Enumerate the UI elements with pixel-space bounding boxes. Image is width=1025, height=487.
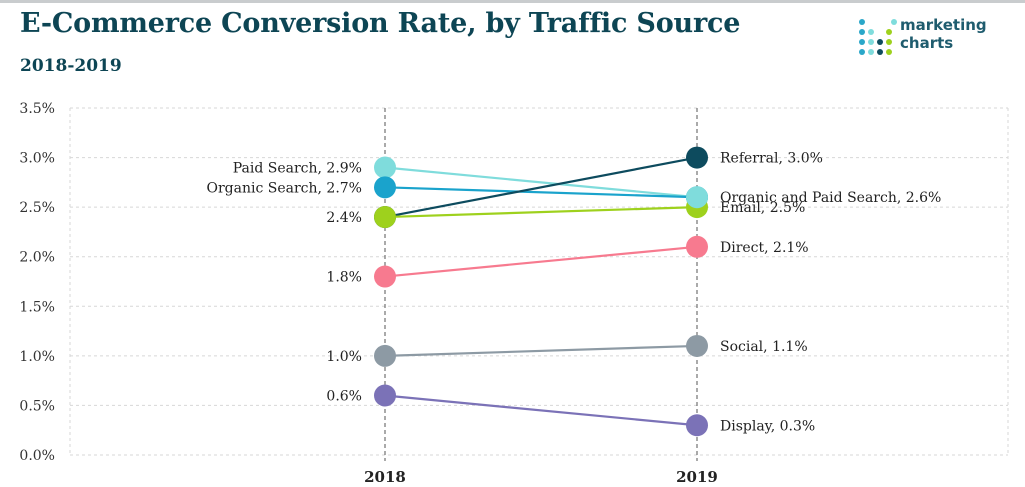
series-line-paid-search [384, 166, 698, 199]
data-label-2019-organic-and-paid-search: Organic and Paid Search, 2.6% [720, 190, 941, 206]
logo-line1: marketing [900, 16, 987, 34]
x-tick-label: 2019 [676, 468, 718, 486]
series-line-organic-search [384, 186, 698, 199]
point-2018-paid-search [374, 156, 396, 179]
series-line-social [384, 344, 698, 357]
marketingcharts-logo: marketing charts [858, 16, 1018, 66]
data-label-2018-direct: 1.8% [326, 270, 362, 286]
logo-line2: charts [900, 34, 954, 52]
point-2019-display [686, 414, 708, 437]
data-label-2018-social: 1.0% [326, 349, 362, 365]
data-label-2018-display: 0.6% [326, 389, 362, 405]
data-label-2019-display: Display, 0.3% [720, 418, 815, 434]
data-label-2019-social: Social, 1.1% [720, 339, 808, 355]
y-tick-label: 0.5% [19, 398, 55, 414]
point-2019-organic-and-paid-search [686, 186, 708, 209]
point-2019-direct [686, 235, 708, 258]
y-tick-label: 1.5% [19, 299, 55, 315]
series-line-display [384, 394, 698, 427]
series-line-direct [384, 245, 698, 278]
point-2018-social [374, 344, 396, 367]
y-tick-label: 3.0% [19, 151, 55, 167]
chart-title: E-Commerce Conversion Rate, by Traffic S… [20, 8, 741, 39]
point-2019-social [686, 334, 708, 357]
top-rule [0, 0, 1025, 3]
data-label-2018-email: 2.4% [326, 210, 362, 226]
y-tick-label: 2.0% [19, 250, 55, 266]
y-tick-label: 3.5% [19, 101, 55, 117]
point-2019-referral [686, 146, 708, 169]
data-label-2018-organic-search: Organic Search, 2.7% [206, 180, 362, 196]
series-line-email [384, 206, 698, 219]
x-tick-label: 2018 [364, 468, 406, 486]
point-2018-email [374, 206, 396, 229]
y-tick-label: 2.5% [19, 200, 55, 216]
data-label-2019-email: Email, 2.5% [720, 200, 805, 216]
point-2018-direct [374, 265, 396, 288]
y-tick-label: 1.0% [19, 349, 55, 365]
data-label-2019-direct: Direct, 2.1% [720, 240, 809, 256]
point-2018-display [374, 384, 396, 407]
y-tick-label: 0.0% [19, 448, 55, 464]
point-2018-organic-search [374, 176, 396, 199]
data-label-2019-referral: Referral, 3.0% [720, 151, 823, 167]
chart-subtitle: 2018-2019 [20, 56, 122, 76]
series-line-referral [384, 156, 698, 219]
data-label-2018-paid-search: Paid Search, 2.9% [233, 160, 362, 176]
dot-grid-logo-icon [859, 19, 897, 55]
